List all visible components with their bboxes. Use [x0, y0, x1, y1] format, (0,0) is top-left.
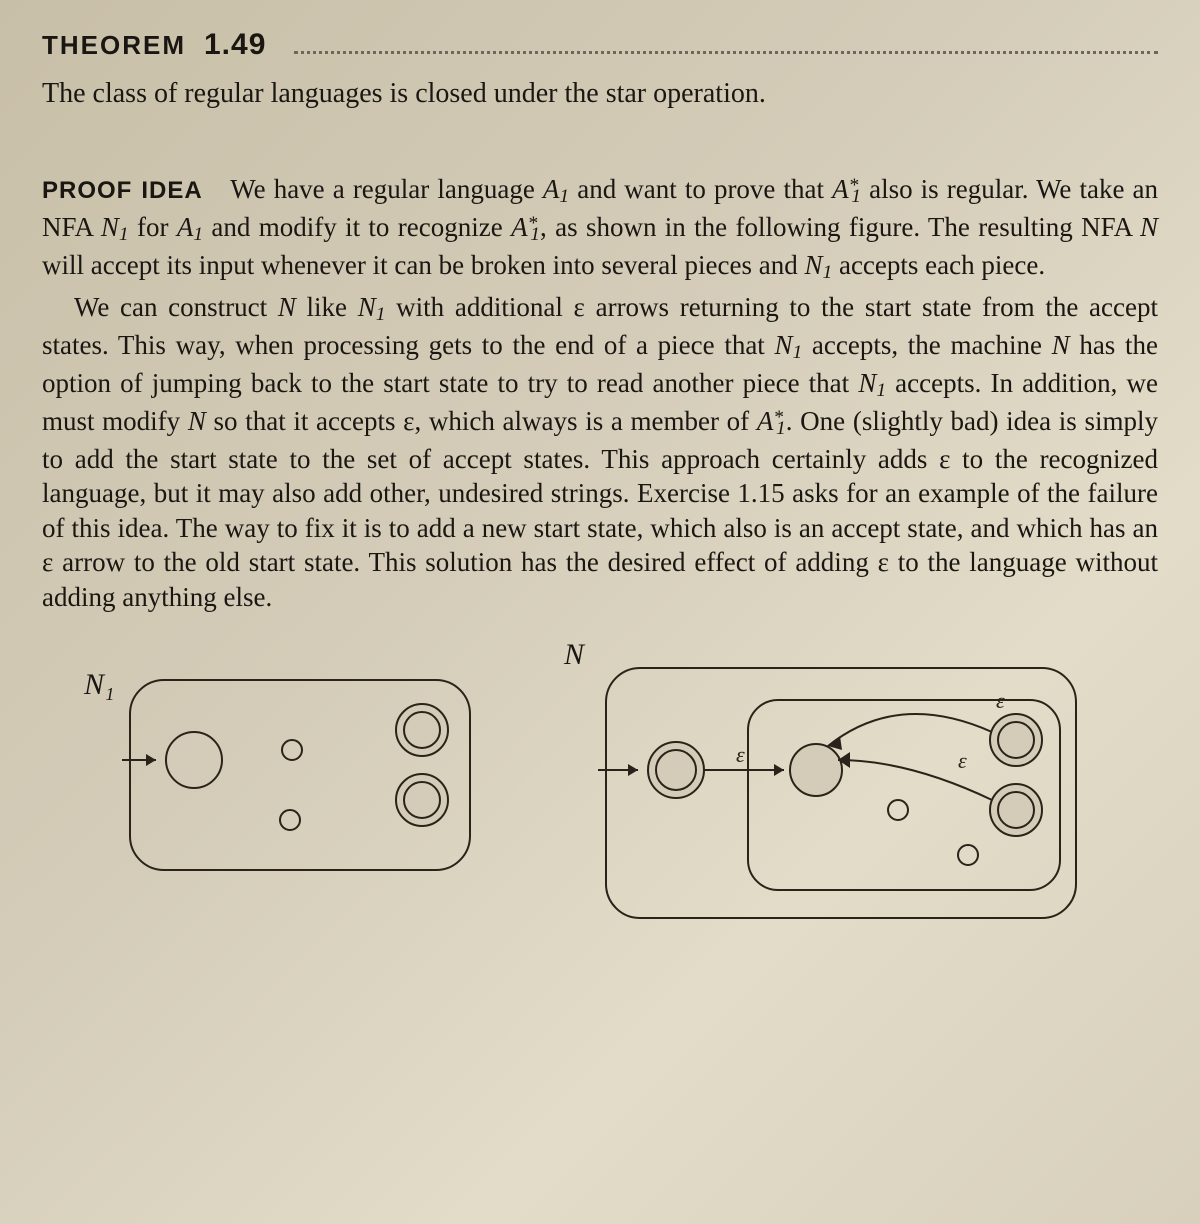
text: will accept its input whenever it can be…	[42, 250, 804, 280]
math-N1-c: N1	[358, 292, 386, 322]
figure-area: N₁	[42, 660, 1158, 940]
proof-idea-label: PROOF IDEA	[42, 177, 203, 204]
math-N: N	[1140, 212, 1158, 242]
page-root: THEOREM 1.49 The class of regular langua…	[0, 0, 1200, 960]
epsilon-label-3: ε	[958, 748, 967, 773]
theorem-header: THEOREM 1.49	[42, 28, 1158, 62]
math-A1: A1	[543, 174, 569, 204]
text: , as shown in the following figure. The …	[540, 212, 1140, 242]
text: accepts, the machine	[802, 330, 1051, 360]
math-N1: N1	[101, 212, 129, 242]
text: for	[129, 212, 177, 242]
nfa-n-svg: ε ε ε	[598, 660, 1098, 940]
nfa-n-box: N ε	[598, 660, 1098, 940]
theorem-number: 1.49	[204, 28, 266, 62]
epsilon-label-1: ε	[736, 742, 745, 767]
epsilon-label-2: ε	[996, 688, 1005, 713]
math-N-c: N	[278, 292, 296, 322]
proof-paragraph-2: We can construct N like N1 with addition…	[42, 290, 1158, 614]
proof-paragraph-1: PROOF IDEA We have a regular language A1…	[42, 172, 1158, 286]
math-A1-star: A*1	[832, 174, 861, 204]
math-A1-star-b: A*1	[511, 212, 540, 242]
nfa-n1-svg	[122, 660, 482, 890]
nfa-n1-label: N₁	[84, 668, 114, 702]
text: We can construct	[74, 292, 278, 322]
nfa-n1-box: N₁	[122, 660, 482, 890]
math-N-e: N	[188, 406, 206, 436]
text: We have a regular language	[230, 174, 543, 204]
theorem-statement: The class of regular languages is closed…	[42, 76, 1158, 112]
nfa-n-label: N	[564, 638, 584, 672]
theorem-label: THEOREM	[42, 30, 186, 61]
math-N1b: N1	[804, 250, 832, 280]
math-N-d: N	[1052, 330, 1070, 360]
text: like	[296, 292, 358, 322]
text: accepts each piece.	[832, 250, 1045, 280]
math-N1-d: N1	[775, 330, 803, 360]
text: and want to prove that	[569, 174, 832, 204]
text: . One (slightly bad) idea is simply to a…	[42, 406, 1158, 612]
text: so that it accepts ε, which always is a …	[206, 406, 757, 436]
math-N1-e: N1	[858, 368, 886, 398]
math-A1-star-c: A*1	[757, 406, 786, 436]
dotted-rule	[294, 50, 1158, 54]
math-A1b: A1	[177, 212, 203, 242]
text: and modify it to recognize	[203, 212, 511, 242]
